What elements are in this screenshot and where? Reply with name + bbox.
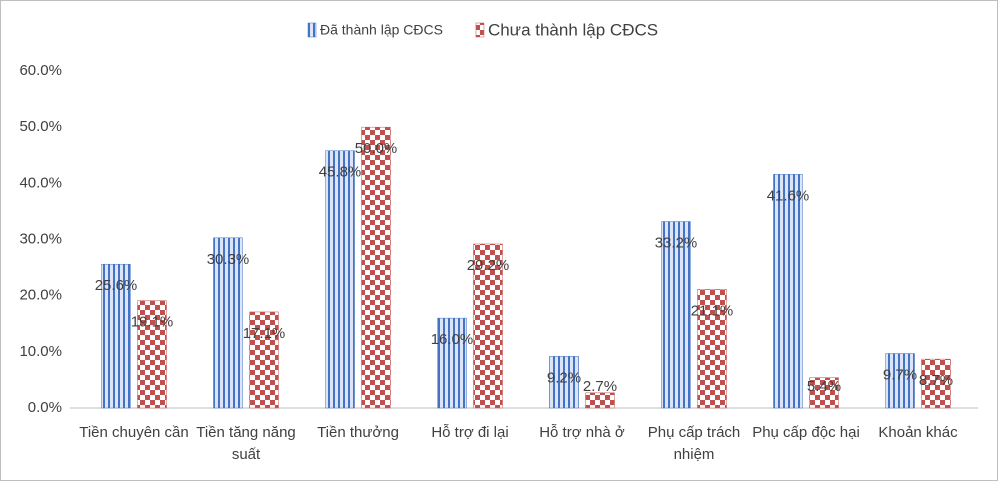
value-label: 8.7% [919, 372, 953, 389]
value-label: 9.7% [883, 366, 917, 383]
value-label: 9.2% [547, 369, 581, 386]
bar [773, 174, 803, 409]
x-tick-label: Tiền chuyên cần [79, 424, 189, 441]
value-label: 19.1% [131, 314, 174, 331]
y-tick-label: 0.0% [28, 399, 62, 416]
value-label: 2.7% [583, 378, 617, 395]
x-tick-label: Hỗ trợ đi lại [431, 424, 509, 441]
x-tick-label: Phụ cấp độc hại [752, 424, 860, 441]
value-label: 45.8% [319, 164, 362, 181]
value-label: 50.0% [355, 140, 398, 157]
bar [361, 126, 391, 409]
bar [473, 243, 503, 409]
value-label: 17.1% [243, 325, 286, 342]
x-tick-label: Khoản khác [878, 424, 958, 441]
bar [437, 317, 467, 409]
bar [809, 377, 839, 409]
legend-swatch [475, 22, 485, 38]
value-label: 5.4% [807, 378, 841, 395]
value-label: 25.6% [95, 277, 138, 294]
y-tick-label: 10.0% [19, 343, 62, 360]
value-label: 30.3% [207, 251, 250, 268]
value-label: 29.2% [467, 257, 510, 274]
bar [101, 263, 131, 409]
value-label: 16.0% [431, 331, 474, 348]
legend-swatch [307, 22, 317, 38]
value-label: 21.1% [691, 302, 734, 319]
value-label: 41.6% [767, 187, 810, 204]
bar [213, 237, 243, 409]
y-tick-label: 60.0% [19, 62, 62, 79]
bar [585, 392, 615, 409]
x-tick-label: Tiền tăng năng suất [196, 424, 296, 463]
bar [325, 150, 355, 409]
y-tick-label: 30.0% [19, 230, 62, 247]
legend-label: Chưa thành lập CĐCS [488, 20, 658, 39]
x-tick-label: Hỗ trợ nhà ở [539, 424, 625, 441]
y-tick-label: 50.0% [19, 118, 62, 135]
bar [697, 289, 727, 409]
bar [137, 300, 167, 409]
bar [921, 358, 951, 409]
bar [661, 221, 691, 409]
bar [885, 353, 915, 409]
legend-label: Đã thành lập CĐCS [320, 22, 443, 38]
x-tick-label: Phụ cấp trách nhiệm [647, 424, 741, 463]
y-tick-label: 20.0% [19, 287, 62, 304]
value-label: 33.2% [655, 234, 698, 251]
y-tick-label: 40.0% [19, 174, 62, 191]
bar [549, 356, 579, 409]
x-tick-label: Tiền thưởng [317, 424, 399, 441]
bar [249, 311, 279, 409]
